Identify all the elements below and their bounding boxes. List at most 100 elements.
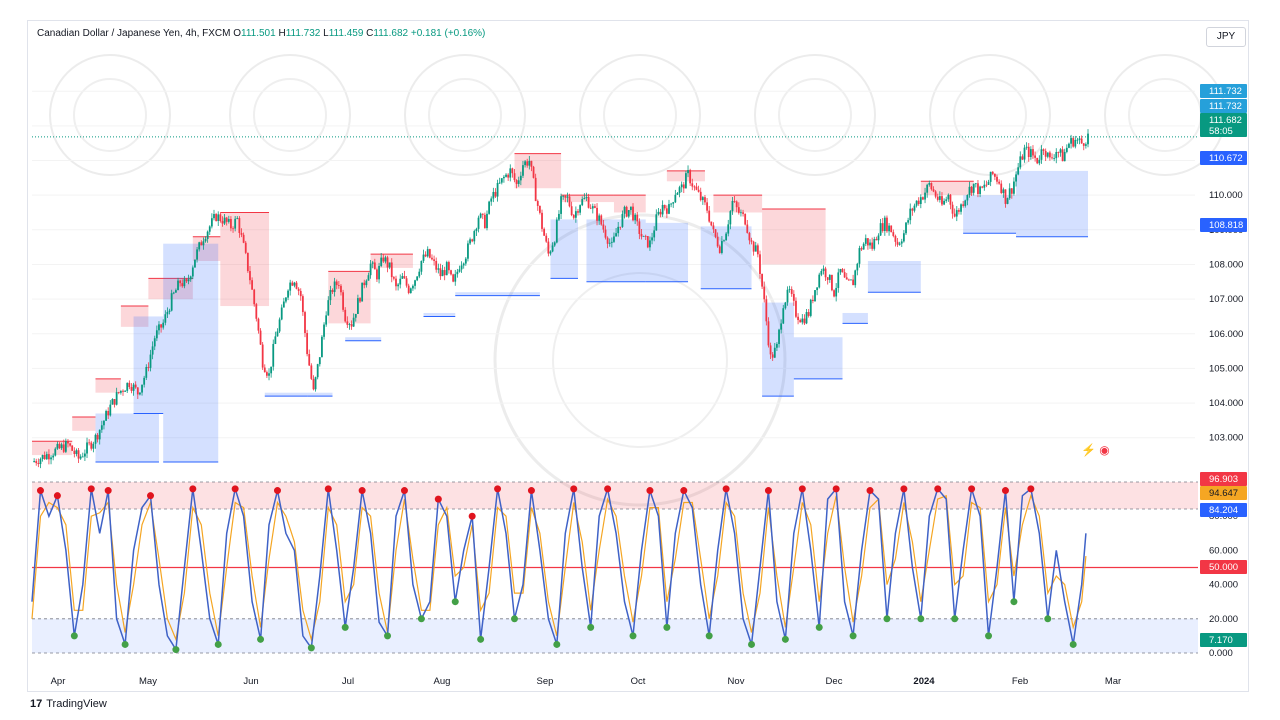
open-value: 111.501: [241, 28, 276, 39]
candle-down: [471, 239, 474, 242]
candle-down: [646, 236, 649, 248]
watermark-seal: [404, 54, 526, 176]
candle-up: [445, 262, 448, 276]
candle-down: [238, 218, 241, 234]
candle-down: [737, 207, 740, 213]
candle-up: [158, 324, 160, 331]
candle-down: [750, 240, 753, 242]
candle-up: [776, 343, 778, 348]
candle-down: [604, 229, 607, 238]
oversold-dot: [951, 615, 959, 623]
candle-up: [814, 290, 816, 302]
candle-up: [858, 248, 861, 264]
candle-down: [896, 241, 899, 245]
watermark-seal: [229, 54, 351, 176]
osc-tick-label: 0.000: [1209, 648, 1233, 659]
candle-down: [922, 197, 924, 200]
candle-up: [464, 258, 467, 264]
candle-down: [860, 248, 863, 250]
candle-down: [847, 279, 850, 281]
candle-up: [285, 297, 287, 302]
watermark-seal-inner: [603, 78, 677, 152]
candle-up: [486, 213, 488, 229]
candle-up: [517, 180, 520, 184]
tradingview-brand: TradingView: [46, 698, 107, 710]
oversold-dot: [849, 632, 857, 640]
candle-down: [342, 292, 344, 310]
candle-up: [649, 240, 651, 248]
candle-down: [843, 272, 846, 278]
oversold-dot: [781, 635, 789, 643]
candle-down: [949, 194, 952, 205]
candle-up: [217, 214, 220, 221]
lightning-icon[interactable]: ⚡: [1081, 443, 1096, 457]
candle-up: [162, 322, 165, 328]
candle-up: [862, 243, 865, 250]
demand-zone: [345, 337, 382, 341]
candle-up: [784, 302, 787, 309]
demand-zone: [842, 312, 868, 324]
tradingview-footer[interactable]: 17 TradingView: [30, 698, 107, 710]
candle-up: [327, 300, 330, 316]
candle-up: [388, 262, 391, 268]
candle-down: [405, 278, 408, 286]
candle-up: [629, 206, 632, 211]
candle-up: [558, 213, 560, 220]
stoch-k-line: [31, 486, 1087, 652]
overbought-dot: [36, 487, 44, 495]
candle-up: [1078, 138, 1081, 140]
indicator-icons[interactable]: ⚡ ◉: [1081, 443, 1110, 457]
record-icon[interactable]: ◉: [1099, 443, 1110, 457]
oversold-dot: [663, 623, 671, 631]
overbought-dot: [832, 485, 840, 493]
candle-down: [431, 257, 433, 260]
candle-down: [917, 200, 920, 204]
candle-down: [494, 191, 497, 197]
candle-down: [122, 390, 124, 392]
candle-up: [938, 196, 941, 200]
candle-up: [1070, 138, 1072, 144]
candle-down: [107, 410, 110, 416]
candle-up: [458, 269, 461, 272]
candle-down: [795, 300, 797, 317]
tradingview-logo: 17: [30, 698, 43, 710]
candle-down: [337, 285, 340, 286]
demand-zone: [307, 392, 333, 397]
oversold-dot: [341, 623, 349, 631]
candle-down: [373, 262, 376, 270]
candle-down: [130, 387, 133, 391]
overbought-dot: [722, 485, 730, 493]
candle-down: [1072, 138, 1075, 147]
candle-up: [661, 204, 664, 215]
price-badge: [1200, 113, 1247, 137]
candle-up: [45, 454, 48, 460]
candle-down: [507, 174, 510, 178]
candle-up: [822, 268, 825, 272]
candle-down: [306, 333, 309, 355]
watermark-seal: [929, 54, 1051, 176]
candle-down: [232, 228, 234, 230]
candle-down: [807, 312, 810, 316]
candle-up: [864, 238, 867, 244]
candle-down: [545, 235, 548, 242]
candle-up: [549, 251, 552, 254]
currency-button[interactable]: JPY: [1206, 27, 1246, 47]
oversold-dot: [1010, 598, 1018, 606]
candle-down: [600, 215, 603, 225]
supply-zone: [514, 153, 562, 189]
demand-zone: [762, 302, 794, 397]
candle-down: [179, 280, 182, 284]
candle-down: [344, 309, 347, 322]
oversold-dot: [70, 632, 78, 640]
candle-up: [655, 214, 658, 231]
candle-down: [433, 259, 435, 261]
supply-zone: [72, 416, 96, 431]
candle-up: [651, 237, 653, 241]
candle-down: [797, 316, 799, 321]
candle-up: [854, 270, 857, 286]
candle-up: [223, 217, 226, 224]
candle-up: [900, 241, 903, 244]
candle-down: [249, 271, 251, 281]
osc-badge: [1200, 560, 1247, 574]
